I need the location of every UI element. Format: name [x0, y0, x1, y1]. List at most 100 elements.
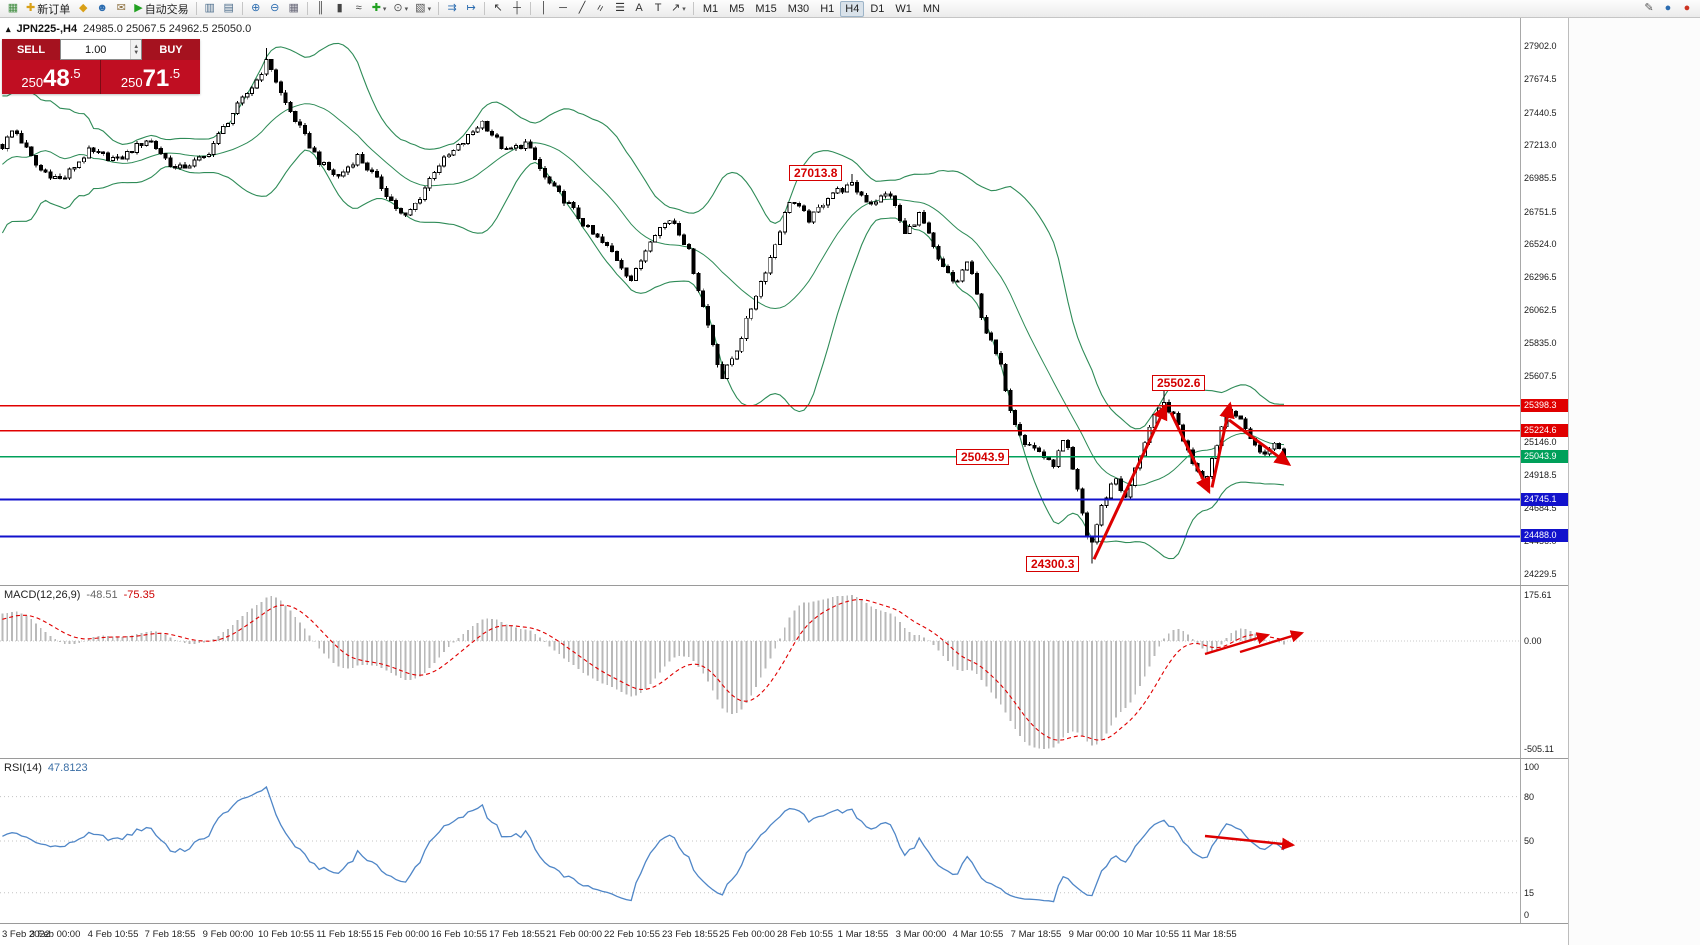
chart-title: ▴ JPN225-,H4 24985.0 25067.5 24962.5 250… — [6, 23, 251, 35]
tf-d1-button[interactable]: D1 — [865, 1, 889, 17]
price-scale[interactable]: 27902.0 27674.5 27440.5 27213.0 26985.5 26751… — [1520, 18, 1568, 945]
time-axis-label: 22 Feb 10:55 — [604, 929, 660, 940]
rsi-scale-label: 80 — [1524, 792, 1535, 802]
price-annotation: 24300.3 — [1026, 556, 1080, 572]
buy-button[interactable]: BUY — [142, 39, 200, 60]
tile-windows-icon-glyph: ▥ — [204, 2, 215, 14]
tf-m5-button[interactable]: M5 — [724, 1, 749, 17]
macd-panel-separator[interactable] — [0, 585, 1568, 586]
status-red-icon[interactable]: ● — [1678, 1, 1696, 17]
price-scale-label: 27674.5 — [1524, 74, 1557, 84]
new-order-button[interactable]: ✚ 新订单 — [23, 1, 73, 17]
inbox-icon[interactable]: ✉ — [112, 1, 130, 17]
trendline-icon-glyph: ╱ — [578, 2, 586, 14]
time-axis-label: 3 Mar 00:00 — [895, 929, 947, 940]
price-level-tag: 25398.3 — [1521, 399, 1568, 412]
tf-m30-button-label: M30 — [787, 2, 810, 15]
price-scale-label: 24684.5 — [1524, 503, 1557, 513]
volume-input[interactable] — [61, 40, 131, 59]
buy-price[interactable]: 250 71.5 — [120, 65, 181, 92]
time-axis-label: 17 Feb 18:55 — [489, 929, 545, 940]
main-chart-canvas[interactable] — [0, 18, 1520, 945]
tf-h4-button[interactable]: H4 — [840, 0, 865, 17]
profile-icon[interactable]: ☻ — [93, 1, 111, 17]
zoom-out-icon[interactable]: ⊖ — [266, 1, 284, 17]
rsi-header: RSI(14) 47.8123 — [4, 762, 88, 774]
vertical-line-icon[interactable]: │ — [535, 1, 553, 17]
candlestick-chart-icon[interactable]: ▮ — [331, 1, 349, 17]
price-scale-label: 24229.5 — [1524, 569, 1557, 579]
templates-icon[interactable]: ▧ ▾ — [412, 1, 434, 17]
volume-increase-icon[interactable]: ▲ — [133, 43, 140, 50]
tf-w1-button[interactable]: W1 — [890, 1, 917, 17]
horizontal-line-icon[interactable]: ─ — [554, 1, 572, 17]
price-scale-label: 27440.5 — [1524, 108, 1557, 118]
tf-h4-button-label: H4 — [845, 2, 860, 15]
price-scale-label: 26751.5 — [1524, 207, 1557, 217]
chart-shift-icon[interactable]: ↦ — [462, 1, 480, 17]
line-chart-icon[interactable]: ≈ — [350, 1, 368, 17]
zoom-out-icon-glyph: ⊖ — [270, 2, 280, 14]
bar-chart-icon-glyph: ║ — [316, 2, 325, 14]
channel-icon-glyph: = — [593, 2, 608, 15]
autotrading-button-label: 自动交易 — [144, 3, 189, 16]
price-scale-label: 27902.0 — [1524, 41, 1557, 51]
periods-icon[interactable]: ⊙ ▾ — [390, 1, 411, 17]
trendline-icon[interactable]: ╱ — [573, 1, 591, 17]
time-axis-label: 9 Feb 00:00 — [202, 929, 254, 940]
tf-m30-button[interactable]: M30 — [783, 1, 814, 17]
rsi-scale-label: 100 — [1524, 762, 1540, 772]
new-chart-icon[interactable]: ▦ — [4, 1, 22, 17]
tf-m15-button[interactable]: M15 — [750, 1, 781, 17]
sell-button[interactable]: SELL — [2, 39, 60, 60]
crosshair-icon[interactable]: ┼ — [508, 1, 526, 17]
expert-advisors-icon[interactable]: ◆ — [74, 1, 92, 17]
arrows-tool-icon[interactable]: ↗ ▾ — [668, 1, 689, 17]
status-blue-icon[interactable]: ● — [1659, 1, 1677, 17]
text-icon[interactable]: A — [630, 1, 648, 17]
rsi-panel-separator[interactable] — [0, 758, 1568, 759]
toolbar-separator — [530, 2, 532, 15]
autoscroll-icon[interactable]: ⇉ — [443, 1, 461, 17]
rsi-scale-label: 15 — [1524, 888, 1535, 898]
volume-decrease-icon[interactable]: ▼ — [133, 49, 140, 56]
cursor-icon[interactable]: ↖ — [489, 1, 507, 17]
macd-header: MACD(12,26,9) -48.51 -75.35 — [4, 589, 155, 601]
zoom-in-icon[interactable]: ⊕ — [247, 1, 265, 17]
horizontal-line-icon-glyph: ─ — [559, 2, 567, 14]
rsi-scale-label: 50 — [1524, 836, 1535, 846]
tile-windows-icon[interactable]: ▥ — [201, 1, 219, 17]
time-axis-label: 7 Feb 18:55 — [144, 929, 196, 940]
time-axis-label: 11 Feb 18:55 — [316, 929, 372, 940]
price-annotation: 25043.9 — [956, 449, 1010, 465]
grid-icon[interactable]: ▦ — [285, 1, 303, 17]
tf-m1-button[interactable]: M1 — [698, 1, 723, 17]
new-order-button-label: 新订单 — [37, 3, 71, 16]
autotrading-button[interactable]: ▶ 自动交易 — [131, 1, 191, 17]
time-axis-label: 23 Feb 18:55 — [662, 929, 718, 940]
templates-icon-glyph: ▧ — [415, 2, 426, 14]
indicators-icon-glyph: ✚ — [371, 2, 381, 14]
fibonacci-icon[interactable]: ☰ — [611, 1, 629, 17]
candlestick-chart-icon-glyph: ▮ — [336, 2, 343, 14]
tf-mn-button[interactable]: MN — [918, 1, 945, 17]
cascade-windows-icon[interactable]: ▤ — [220, 1, 238, 17]
time-axis-label: 28 Feb 10:55 — [777, 929, 833, 940]
indicators-icon[interactable]: ✚ ▾ — [369, 1, 390, 17]
channel-icon[interactable]: = — [592, 1, 610, 17]
price-scale-label: 25146.0 — [1524, 437, 1557, 447]
tf-m15-button-label: M15 — [755, 2, 777, 15]
bar-chart-icon[interactable]: ║ — [312, 1, 330, 17]
time-axis-label: 15 Feb 00:00 — [373, 929, 429, 940]
edit-icon[interactable]: ✎ — [1640, 1, 1658, 17]
tf-h1-button[interactable]: H1 — [815, 1, 839, 17]
sell-price[interactable]: 250 48.5 — [2, 60, 101, 94]
time-axis[interactable]: 3 Feb 2022 3 Feb 00:00 4 Feb 10:55 7 Feb 18… — [0, 924, 1568, 945]
rsi-label: RSI(14) — [4, 762, 42, 774]
text-label-icon[interactable]: T — [649, 1, 667, 17]
vertical-line-icon-glyph: │ — [540, 2, 548, 14]
toolbar-separator — [195, 2, 197, 15]
periods-icon-caret: ▾ — [404, 5, 409, 13]
